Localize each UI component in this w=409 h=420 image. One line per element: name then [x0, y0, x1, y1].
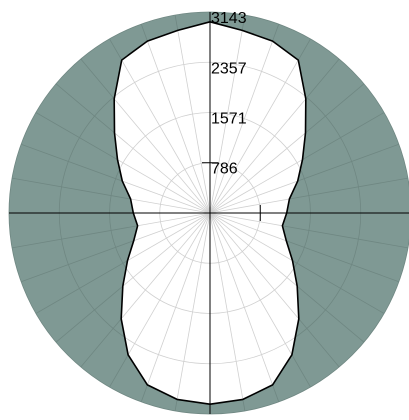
grid-spoke — [114, 58, 211, 214]
grid-spoke — [209, 177, 306, 214]
grid-spoke — [114, 112, 211, 214]
radial-tick-label: 1571 — [211, 111, 247, 128]
grid-spoke — [209, 21, 246, 214]
grid-spoke — [11, 221, 161, 249]
grid-spoke — [140, 23, 211, 214]
grid-spoke — [114, 177, 211, 214]
grid-spoke — [174, 21, 211, 214]
grid-spoke — [209, 212, 306, 343]
grid-spoke — [209, 212, 246, 405]
grid-spoke — [209, 212, 306, 249]
radial-tick-label: 786 — [211, 161, 238, 178]
axes — [9, 12, 409, 414]
grid-spoke — [209, 38, 306, 214]
grid-spoke — [174, 212, 211, 405]
grid-spoke — [114, 212, 211, 343]
grid-spoke — [209, 58, 306, 214]
grid-spoke — [114, 38, 211, 214]
grid-spoke — [209, 212, 306, 368]
grid-spoke — [114, 212, 211, 368]
grid-spoke — [114, 212, 211, 249]
grid-spoke — [140, 212, 211, 403]
grid-spoke — [209, 23, 280, 214]
grid-spoke — [209, 83, 306, 214]
grid-spoke — [209, 212, 280, 403]
grid-spoke — [114, 83, 211, 214]
radial-tick-labels: 786 1571 2357 3143 — [211, 10, 247, 178]
grid-spoke — [209, 112, 306, 214]
radial-tick-label: 3143 — [211, 10, 247, 27]
grid-spoke — [259, 221, 409, 249]
radial-tick-label: 2357 — [211, 60, 247, 77]
